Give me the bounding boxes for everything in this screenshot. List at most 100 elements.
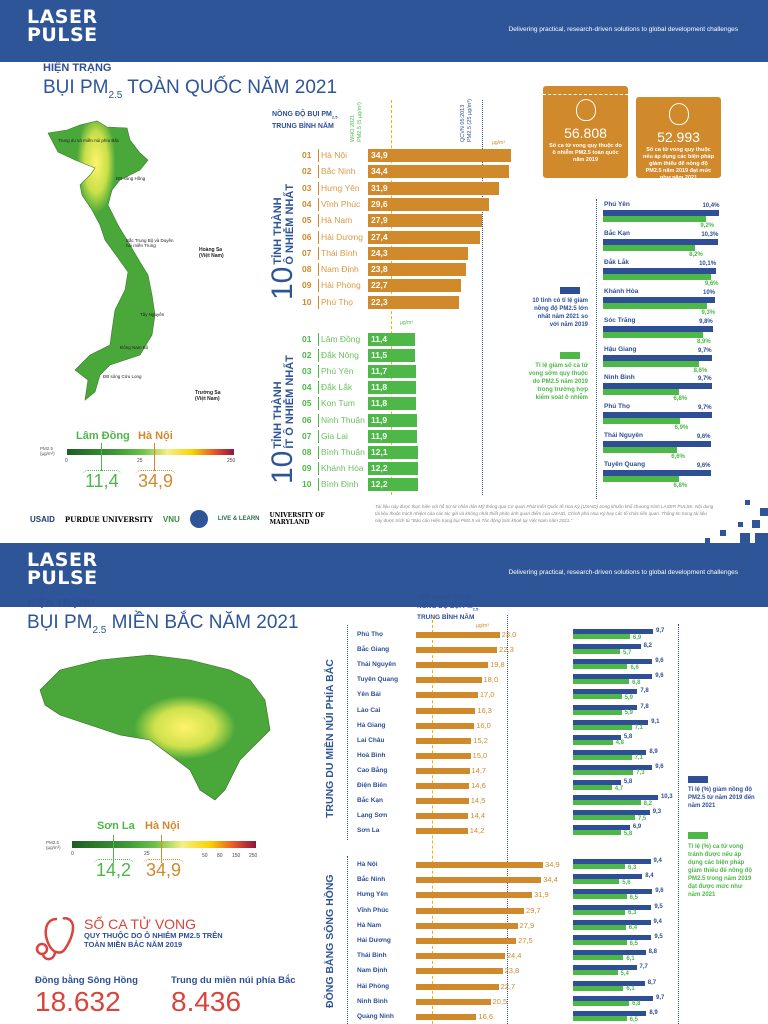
region-heading: ĐỒNG BẰNG SÔNG HỒNG (324, 874, 336, 1008)
death-reduction-bar (573, 1016, 627, 1021)
death-reduction-label: 5,6 (622, 879, 631, 886)
who-label: WHO 2021 PM2.5 (5 µg/m³) (350, 102, 363, 142)
laser-pulse-logo: LASER PULSE (27, 6, 98, 46)
pm-bar (416, 737, 472, 744)
top-header: LASER PULSE Delivering practical, researc… (0, 0, 768, 62)
deaths-2019-box: 56.808 Số ca tử vong quy thuộc do ô nhiễ… (543, 86, 628, 178)
pm-value: 14,5 (470, 796, 486, 806)
pm-reduction-label: 10,3 (660, 794, 673, 801)
death-reduction-label: 6,8 (632, 679, 641, 686)
pm-reduction-bar (573, 904, 652, 910)
bracket (596, 199, 597, 499)
pm-reduction-label: 10,4% (702, 203, 720, 209)
death-reduction-bar (573, 970, 618, 976)
pm-value: 24,4 (506, 951, 522, 961)
row-separator (318, 165, 319, 179)
row-separator (318, 365, 319, 379)
pm-reduction-bar (573, 980, 645, 986)
row-separator (318, 295, 319, 309)
legend-blue-text: 10 tỉnh có tỉ lệ giảm nồng độ PM2.5 lớn … (532, 298, 588, 328)
face-thermometer-icon (668, 103, 689, 125)
legend-green-text: Tỉ lệ (%) ca tử vong tránh được nếu áp d… (688, 844, 752, 898)
region-label: Đồng bằng Sông Hồng (35, 975, 138, 986)
death-reduction-label: 9,3% (701, 309, 716, 316)
death-reduction-bar (573, 985, 624, 991)
map-label: ĐB sông Cửu Long (103, 374, 142, 379)
pm-reduction-label: 8,2 (643, 643, 652, 650)
province-name: Hải Dương (321, 231, 363, 242)
map-label: Bắc Trung Bộ và Duyên hải miền Trung (126, 238, 174, 248)
province-name: Bắc Kạn (604, 229, 631, 237)
province-name: Bình Thuận (321, 446, 365, 457)
death-reduction-bar (603, 273, 711, 280)
pm-reduction-bar (573, 810, 650, 816)
pm-reduction-bar (573, 935, 652, 940)
pm-reduction-label: 9,5 (654, 934, 663, 940)
death-reduction-label: 5,8 (623, 830, 633, 837)
bar-value: 27,4 (371, 231, 388, 242)
death-reduction-bar (573, 894, 627, 900)
stethoscope-icon (35, 917, 75, 961)
province-name: Vĩnh Phúc (357, 906, 389, 914)
pm-reduction-bar (573, 795, 658, 801)
death-reduction-label: 6,5 (629, 1016, 638, 1023)
death-reduction-bar (603, 302, 708, 309)
map-label: Trường Sa (Việt Nam) (195, 390, 221, 402)
rank-number: 02 (302, 166, 312, 177)
death-reduction-label: 5,4 (620, 970, 629, 977)
face-thermometer-icon (575, 99, 596, 121)
province-name: Hà Nội (321, 150, 347, 160)
rank-number: 07 (302, 247, 312, 258)
pm-value: 23,8 (504, 966, 520, 976)
region-deaths-value: 18.632 (35, 986, 121, 1017)
province-name: Tuyên Quang (357, 676, 399, 684)
pm-bar (416, 783, 470, 789)
scale-tick: 150 (232, 853, 241, 859)
death-reduction-label: 6,5 (629, 894, 638, 901)
row-separator (318, 279, 319, 293)
pm-bar (416, 892, 533, 899)
bar (368, 333, 415, 346)
bar-value: 23,8 (371, 264, 388, 275)
min-marker (113, 835, 114, 863)
province-name: Khánh Hòa (604, 287, 639, 295)
row-separator (318, 197, 319, 211)
page-title: BỤI PM2.5 TOÀN QUỐC NĂM 2021 (43, 77, 338, 101)
province-name: Hải Phòng (321, 280, 361, 291)
death-reduction-bar (573, 864, 625, 869)
death-reduction-bar (573, 1000, 630, 1006)
bar (368, 263, 466, 277)
rank-number: 06 (302, 414, 312, 425)
death-reduction-bar (603, 389, 680, 396)
pm-reduction-label: 9,6 (655, 673, 664, 680)
rank-number: 05 (302, 398, 312, 409)
pm-reduction-bar (573, 780, 621, 785)
province-name: Phú Thọ (604, 403, 630, 411)
deaths-avoided-box: 52.993 Số ca tử vong quy thuộc nếu áp dụ… (636, 97, 721, 181)
scale-tick: 0 (65, 458, 68, 464)
tagline: Delivering practical, research-driven so… (508, 26, 738, 33)
min-marker (101, 443, 102, 471)
province-name: Sơn La (357, 827, 380, 835)
rank-number: 03 (302, 182, 312, 193)
death-reduction-label: 4,7 (614, 785, 624, 792)
pm-reduction-label: 9,6% (696, 463, 711, 470)
pm-reduction-label: 9,7% (697, 347, 712, 354)
province-name: Gia Lai (321, 430, 348, 441)
death-reduction-label: 5,9 (624, 710, 634, 716)
pixel-decoration (705, 500, 768, 543)
rank-number: 02 (302, 350, 312, 361)
legend-blue-text: Tỉ lệ (%) giảm nồng độ PM2.5 từ năm 2019… (688, 787, 755, 809)
scale-tick: 0 (71, 851, 74, 857)
row-separator (318, 397, 319, 411)
rank-number: 04 (302, 382, 312, 393)
max-value: 34,9 (135, 470, 177, 492)
pm-value: 27,9 (519, 920, 535, 930)
pm-reduction-label: 9,7 (656, 994, 665, 1001)
death-reduction-label: 9,6% (704, 280, 719, 287)
pm-value: 27,5 (518, 936, 533, 945)
pm-reduction-bar (603, 354, 712, 361)
pm-bar (416, 1014, 477, 1020)
pm-reduction-label: 10,1% (699, 260, 717, 267)
unit-label: µg/m³ (476, 623, 489, 629)
